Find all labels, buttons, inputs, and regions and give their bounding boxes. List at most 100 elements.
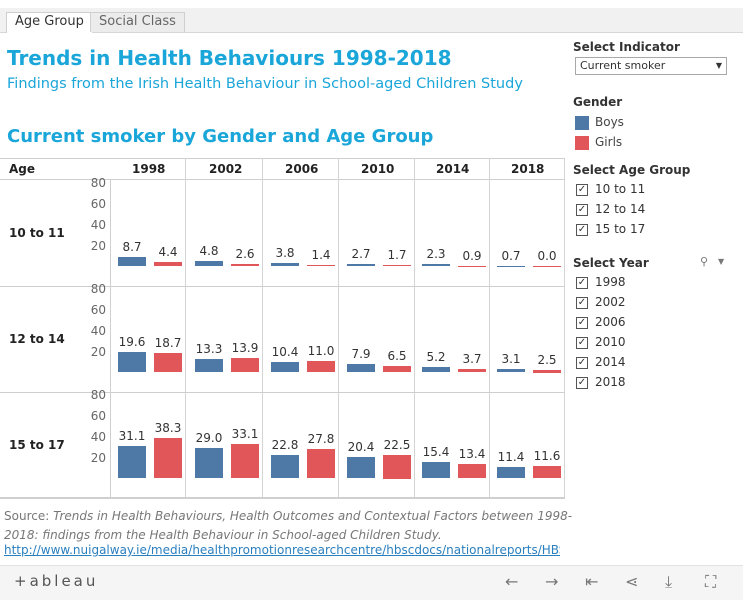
chart-title: Current smoker by Gender and Age Group bbox=[7, 126, 434, 147]
data-label: 2.5 bbox=[537, 352, 557, 367]
data-label: 5.2 bbox=[426, 350, 446, 365]
data-label: 11.4 bbox=[497, 449, 525, 464]
legend-item-girls[interactable]: Girls bbox=[575, 135, 622, 150]
legend-item-boys[interactable]: Boys bbox=[575, 115, 624, 130]
source-note: Source: Trends in Health Behaviours, Hea… bbox=[4, 507, 584, 545]
legend-swatch-girls bbox=[575, 135, 589, 150]
row-header-age: Age bbox=[9, 162, 36, 176]
bar-boys bbox=[118, 351, 146, 373]
year-option[interactable]: ✓ 2010 bbox=[576, 335, 626, 349]
tableau-logo[interactable]: +ableau bbox=[14, 572, 99, 590]
y-tick-label: 60 bbox=[90, 408, 106, 423]
toolbar: +ableau ← → ⇤ ⋖ ⤓ ⛶ bbox=[0, 565, 743, 600]
share-icon[interactable]: ⋖ bbox=[625, 572, 639, 591]
fullscreen-icon[interactable]: ⛶ bbox=[705, 572, 717, 591]
source-citation: Trends in Health Behaviours, Health Outc… bbox=[4, 509, 573, 542]
redo-icon[interactable]: → bbox=[545, 572, 559, 591]
checkbox-icon[interactable]: ✓ bbox=[576, 223, 588, 236]
bar-boys bbox=[271, 262, 299, 267]
data-label: 3.7 bbox=[462, 351, 482, 366]
age-group-option[interactable]: ✓ 10 to 11 bbox=[576, 182, 645, 196]
row-label-10-to-11: 10 to 11 bbox=[9, 226, 65, 240]
indicator-select-value: Current smoker bbox=[580, 59, 666, 72]
checkbox-icon[interactable]: ✓ bbox=[576, 356, 588, 369]
bar-boys bbox=[195, 261, 223, 267]
year-option[interactable]: ✓ 2018 bbox=[576, 375, 626, 389]
column-header-2014: 2014 bbox=[436, 162, 470, 176]
age-group-option-label: 10 to 11 bbox=[595, 182, 646, 196]
data-label: 0.7 bbox=[501, 248, 521, 263]
data-label: 13.9 bbox=[231, 340, 259, 355]
bar-girls bbox=[307, 449, 335, 479]
bar-girls bbox=[383, 454, 411, 479]
y-tick-label: 20 bbox=[90, 450, 106, 465]
checkbox-icon[interactable]: ✓ bbox=[576, 296, 588, 309]
bar-boys bbox=[118, 257, 146, 267]
checkbox-icon[interactable]: ✓ bbox=[576, 376, 588, 389]
chevron-down-icon: ▼ bbox=[715, 61, 722, 70]
age-group-option-label: 12 to 14 bbox=[595, 202, 646, 216]
source-prefix: Source: bbox=[4, 509, 54, 523]
bar-girls bbox=[231, 357, 259, 373]
bar-boys bbox=[422, 264, 450, 267]
data-label: 4.8 bbox=[199, 244, 219, 259]
tab-social-class[interactable]: Social Class bbox=[90, 12, 185, 32]
data-label: 10.4 bbox=[271, 344, 299, 359]
y-tick-label: 20 bbox=[90, 344, 106, 359]
checkbox-icon[interactable]: ✓ bbox=[576, 183, 588, 196]
source-link[interactable]: http://www.nuigalway.ie/media/healthprom… bbox=[4, 543, 560, 557]
filter-menu-icon[interactable]: ▼ bbox=[718, 257, 725, 266]
indicator-label: Select Indicator bbox=[573, 40, 680, 54]
data-label: 3.1 bbox=[501, 352, 521, 367]
revert-icon[interactable]: ⇤ bbox=[585, 572, 599, 591]
column-header-2010: 2010 bbox=[361, 162, 395, 176]
checkbox-icon[interactable]: ✓ bbox=[576, 276, 588, 289]
data-label: 0.0 bbox=[537, 248, 557, 263]
data-label: 8.7 bbox=[122, 240, 142, 255]
legend-label-boys: Boys bbox=[595, 115, 624, 129]
data-label: 15.4 bbox=[422, 445, 450, 460]
age-group-option[interactable]: ✓ 12 to 14 bbox=[576, 202, 645, 216]
tab-age-group[interactable]: Age Group bbox=[6, 12, 93, 33]
download-icon[interactable]: ⤓ bbox=[665, 572, 673, 591]
data-label: 1.7 bbox=[387, 247, 407, 262]
bar-girls bbox=[307, 360, 335, 373]
year-option-label: 2014 bbox=[595, 355, 626, 369]
year-option-label: 2018 bbox=[595, 375, 626, 389]
undo-icon[interactable]: ← bbox=[505, 572, 519, 591]
bar-girls bbox=[154, 352, 182, 373]
data-label: 2.7 bbox=[351, 246, 371, 261]
y-tick-label: 40 bbox=[90, 217, 106, 232]
age-group-option-label: 15 to 17 bbox=[595, 222, 646, 236]
indicator-select[interactable]: Current smoker ▼ bbox=[575, 57, 727, 75]
checkbox-icon[interactable]: ✓ bbox=[576, 203, 588, 216]
year-option[interactable]: ✓ 2002 bbox=[576, 295, 626, 309]
row-divider bbox=[0, 286, 565, 287]
bar-boys bbox=[347, 263, 375, 267]
year-option[interactable]: ✓ 2006 bbox=[576, 315, 626, 329]
year-option-label: 2006 bbox=[595, 315, 626, 329]
column-header-2006: 2006 bbox=[285, 162, 319, 176]
row-divider bbox=[0, 392, 565, 393]
page-title: Trends in Health Behaviours 1998-2018 bbox=[7, 46, 452, 70]
search-icon[interactable]: ⚲ bbox=[700, 255, 709, 268]
axis-line bbox=[110, 179, 111, 497]
data-label: 6.5 bbox=[387, 348, 407, 363]
bar-boys bbox=[118, 445, 146, 479]
age-group-option[interactable]: ✓ 15 to 17 bbox=[576, 222, 645, 236]
year-option[interactable]: ✓ 1998 bbox=[576, 275, 626, 289]
bar-girls bbox=[154, 438, 182, 479]
y-tick-label: 80 bbox=[90, 281, 106, 296]
data-label: 3.8 bbox=[275, 245, 295, 260]
data-label: 4.4 bbox=[158, 244, 178, 259]
bar-boys bbox=[347, 364, 375, 373]
tab-bar: Age Group Social Class bbox=[0, 8, 743, 33]
data-label: 11.6 bbox=[533, 449, 561, 464]
bar-boys bbox=[347, 457, 375, 479]
year-option[interactable]: ✓ 2014 bbox=[576, 355, 626, 369]
checkbox-icon[interactable]: ✓ bbox=[576, 316, 588, 329]
checkbox-icon[interactable]: ✓ bbox=[576, 336, 588, 349]
bar-boys bbox=[497, 466, 525, 479]
y-tick-label: 80 bbox=[90, 175, 106, 190]
bar-boys bbox=[422, 367, 450, 373]
